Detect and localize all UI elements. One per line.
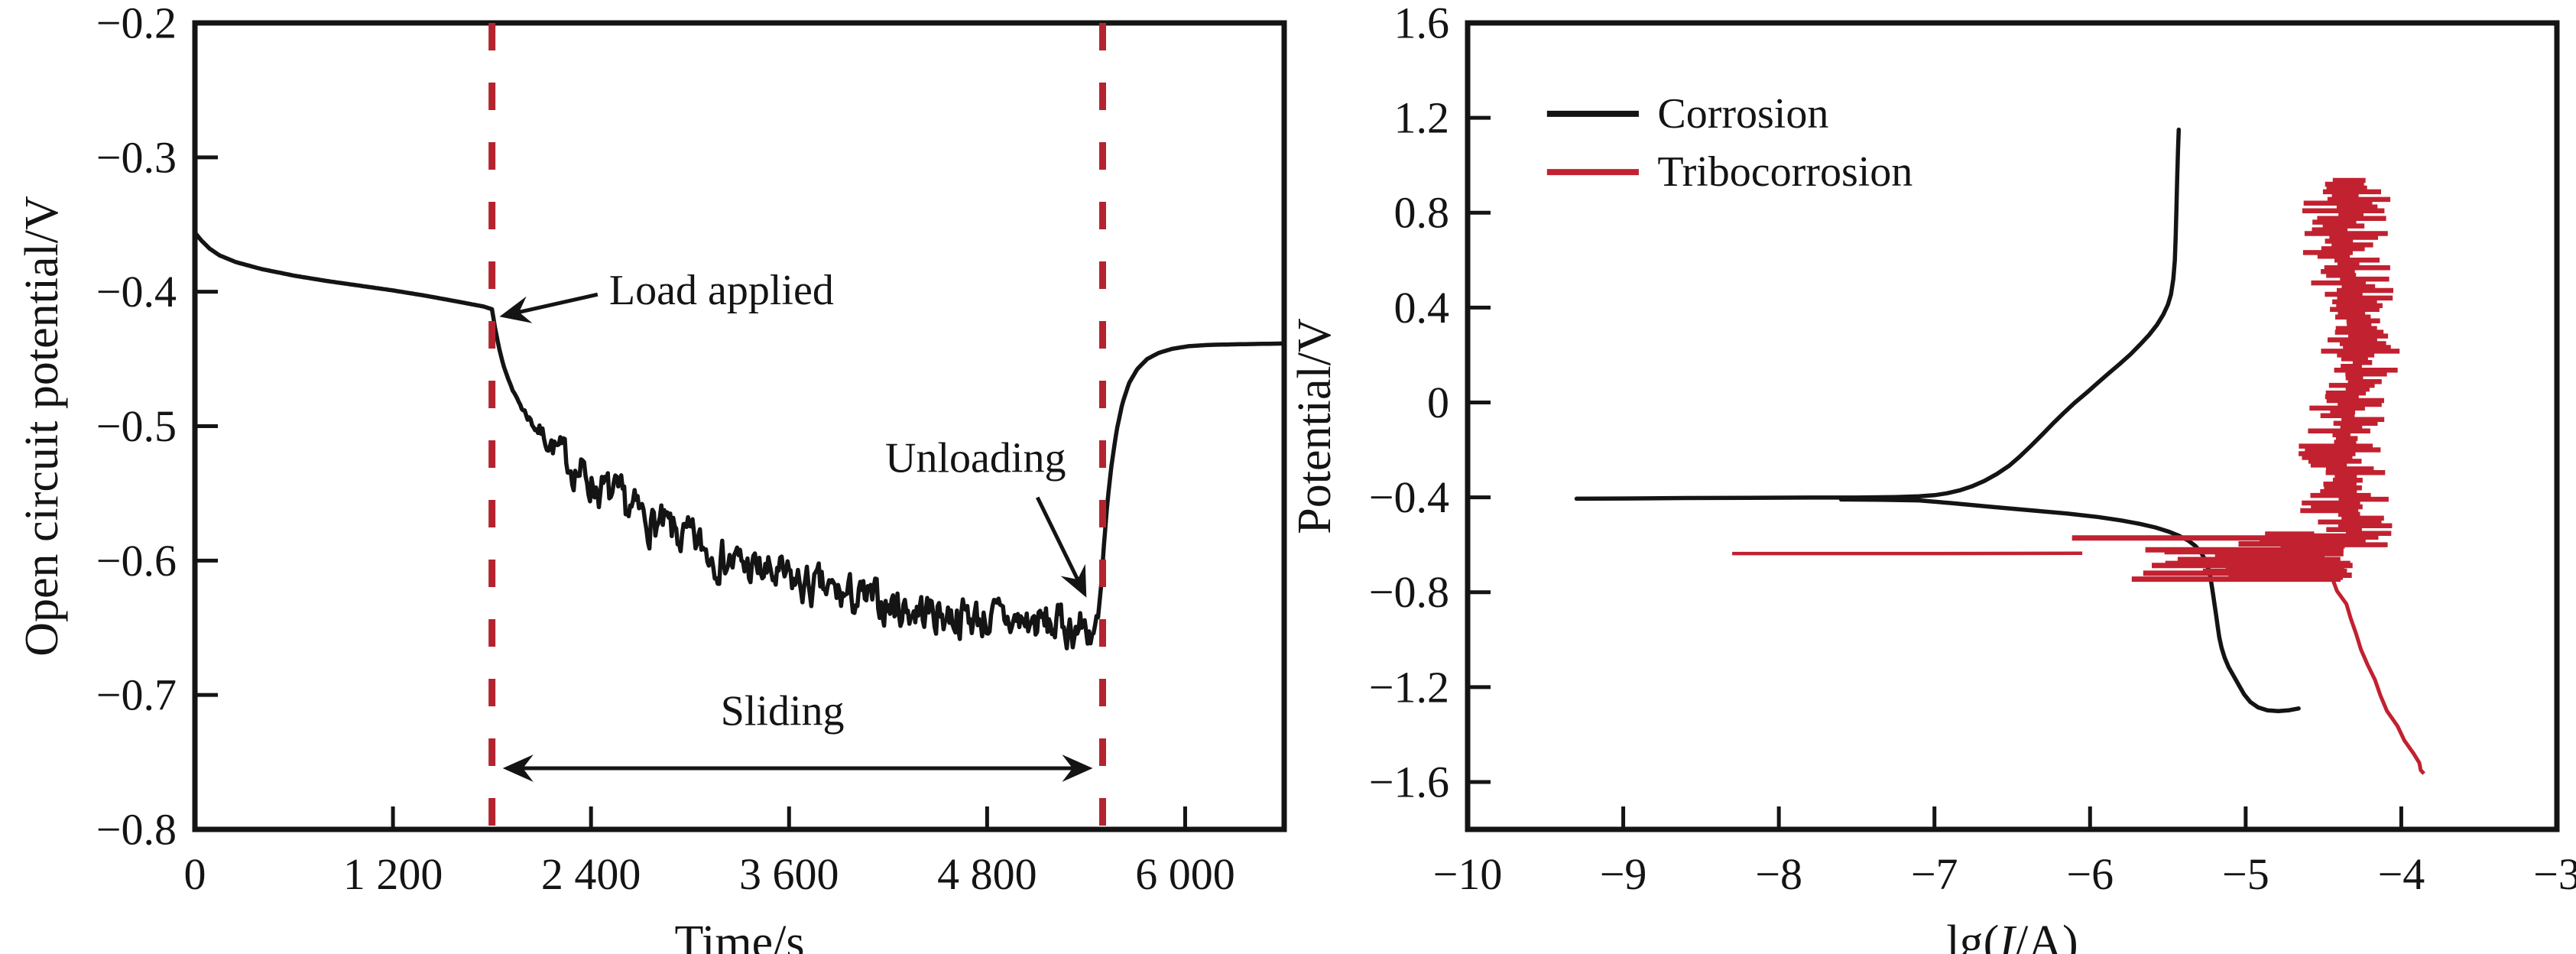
unloading-arrow: [1035, 496, 1087, 598]
x-tick-label: 4 800: [937, 849, 1037, 899]
x-tick-label: −9: [1600, 849, 1647, 899]
plot-frame: [1465, 20, 2560, 832]
corrosion-cathodic-branch: [1838, 497, 2301, 714]
y-tick-label: −0.6: [96, 536, 177, 586]
y-tick-label: −0.4: [96, 267, 177, 316]
y-tick-label: −0.2: [96, 0, 177, 48]
y-tick-label: 0.4: [1394, 283, 1450, 333]
arrow-shaft: [1035, 496, 1080, 582]
x-tick-label: −5: [2222, 849, 2269, 899]
annotation-text-load-applied: Load applied: [609, 267, 834, 314]
tribocorrosion-anodic-band: [2299, 177, 2400, 547]
arrow-head: [502, 754, 534, 782]
ocp-chart: 0 1 200 2 400 3 600 4 800 6 000 −0.8 −0.7 −0.6 −0…: [16, 0, 1287, 954]
y-tick-label: −0.7: [96, 670, 177, 720]
arrow-shaft: [517, 292, 599, 315]
polarization-chart: −10 −9 −8 −7 −6 −5 −4 −3 1.6 1.2 0.8 0.4 0 −0.4 −0.8 −1…: [1289, 0, 2576, 954]
tribocorrosion-noise-blob: [2072, 531, 2353, 582]
y-axis-label: Open circuit potential/V: [16, 196, 68, 657]
annotation-text-sliding: Sliding: [721, 687, 845, 735]
y-tick-label: −0.5: [96, 401, 177, 451]
y-tick-label: −0.8: [1369, 567, 1449, 617]
x-tick-label: −7: [1911, 849, 1958, 899]
arrow-head: [1060, 563, 1087, 598]
load-applied-arrow: [499, 292, 599, 323]
x-tick-label: −10: [1433, 849, 1503, 899]
annotation-text-unloading: Unloading: [885, 435, 1066, 482]
y-tick-label: −1.6: [1369, 757, 1449, 806]
tribocorrosion-cathodic-branch: [2319, 558, 2425, 775]
arrow-head: [499, 296, 533, 323]
annotation-load-applied: Load applied: [499, 267, 834, 323]
corrosion-anodic-branch: [1574, 127, 2182, 501]
y-tick-label: 0: [1427, 378, 1449, 427]
x-tick-label: 3 600: [739, 849, 839, 899]
annotation-unloading: Unloading: [885, 435, 1087, 598]
y-tick-label: −0.3: [96, 132, 177, 182]
x-tick-label: −6: [2066, 849, 2114, 899]
x-tick-label: −8: [1755, 849, 1802, 899]
annotation-sliding: Sliding: [502, 687, 1093, 782]
legend: Corrosion Tribocorrosion: [1546, 90, 1913, 196]
legend-label-corrosion: Corrosion: [1657, 90, 1828, 138]
x-tick-label: 2 400: [541, 849, 641, 899]
y-tick-label: 0.8: [1394, 188, 1450, 238]
y-tick-label: 1.2: [1394, 93, 1450, 143]
x-tick-label: 1 200: [343, 849, 443, 899]
sliding-double-arrow: [502, 754, 1093, 782]
x-tick-label: −3: [2533, 849, 2576, 899]
arrow-head: [1062, 754, 1093, 782]
x-axis-label: lg(I/A): [1946, 917, 2078, 954]
x-tick-label: 6 000: [1135, 849, 1235, 899]
y-tick-label: −1.2: [1369, 662, 1449, 712]
y-tick-label: −0.8: [96, 805, 177, 855]
y-axis-label: Potential/V: [1289, 318, 1341, 534]
x-tick-label: 0: [184, 849, 206, 899]
y-tick-label: −0.4: [1369, 472, 1449, 522]
y-tick-label: 1.6: [1394, 0, 1450, 48]
legend-label-tribocorrosion: Tribocorrosion: [1657, 148, 1913, 196]
x-axis-label: Time/s: [674, 917, 804, 954]
x-tick-label: −4: [2378, 849, 2425, 899]
